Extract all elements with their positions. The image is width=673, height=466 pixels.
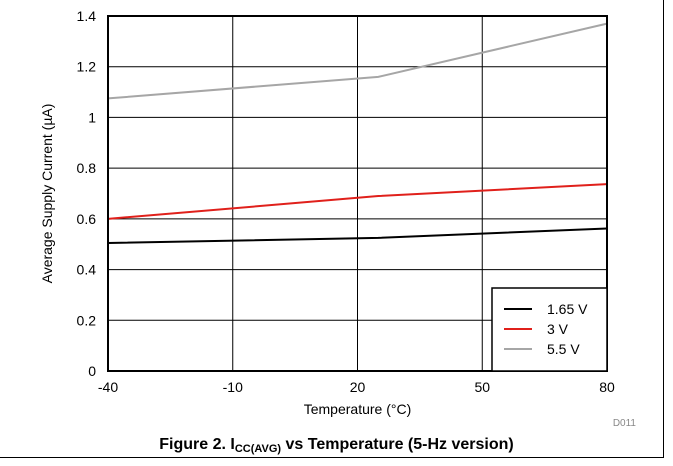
legend: 1.65 V 3 V 5.5 V [491, 287, 608, 372]
y-tick-label: 1 [88, 109, 96, 125]
y-tick-label: 0.8 [77, 160, 97, 176]
x-tick-label: 20 [350, 379, 366, 395]
y-tick-label: 1.4 [77, 8, 97, 24]
caption-subscript: CC(AVG) [234, 443, 282, 455]
figure-frame [0, 0, 664, 458]
tick-labels: -40 -10 20 50 80 0 0.2 0.4 0.6 0.8 1 1.2 1.4 [77, 8, 615, 395]
y-tick-label: 0.4 [77, 262, 97, 278]
legend-entry: 5.5 V [547, 341, 580, 357]
y-axis-label: Average Supply Current (µA) [39, 104, 55, 284]
y-tick-label: 0.2 [77, 312, 97, 328]
y-tick-label: 1.2 [77, 59, 97, 75]
y-tick-label: 0 [88, 363, 96, 379]
x-tick-label: 80 [599, 379, 615, 395]
x-tick-label: -10 [223, 379, 243, 395]
figure-code: D011 [613, 418, 637, 429]
legend-entry: 1.65 V [547, 301, 588, 317]
y-tick-label: 0.6 [77, 211, 97, 227]
series-line-2 [107, 183, 608, 220]
legend-entry: 3 V [547, 321, 569, 337]
series-layer [107, 22, 608, 244]
caption-suffix: vs Temperature (5-Hz version) [281, 436, 514, 453]
plot-border [107, 15, 608, 372]
x-tick-label: -40 [98, 379, 118, 395]
series-line-3 [107, 22, 608, 100]
x-tick-label: 50 [474, 379, 490, 395]
caption-prefix: Figure 2. I [159, 436, 235, 453]
series-line-1 [107, 227, 608, 244]
figure-caption: Figure 2. ICC(AVG) vs Temperature (5-Hz … [0, 436, 673, 455]
x-axis-label: Temperature (°C) [304, 401, 412, 417]
